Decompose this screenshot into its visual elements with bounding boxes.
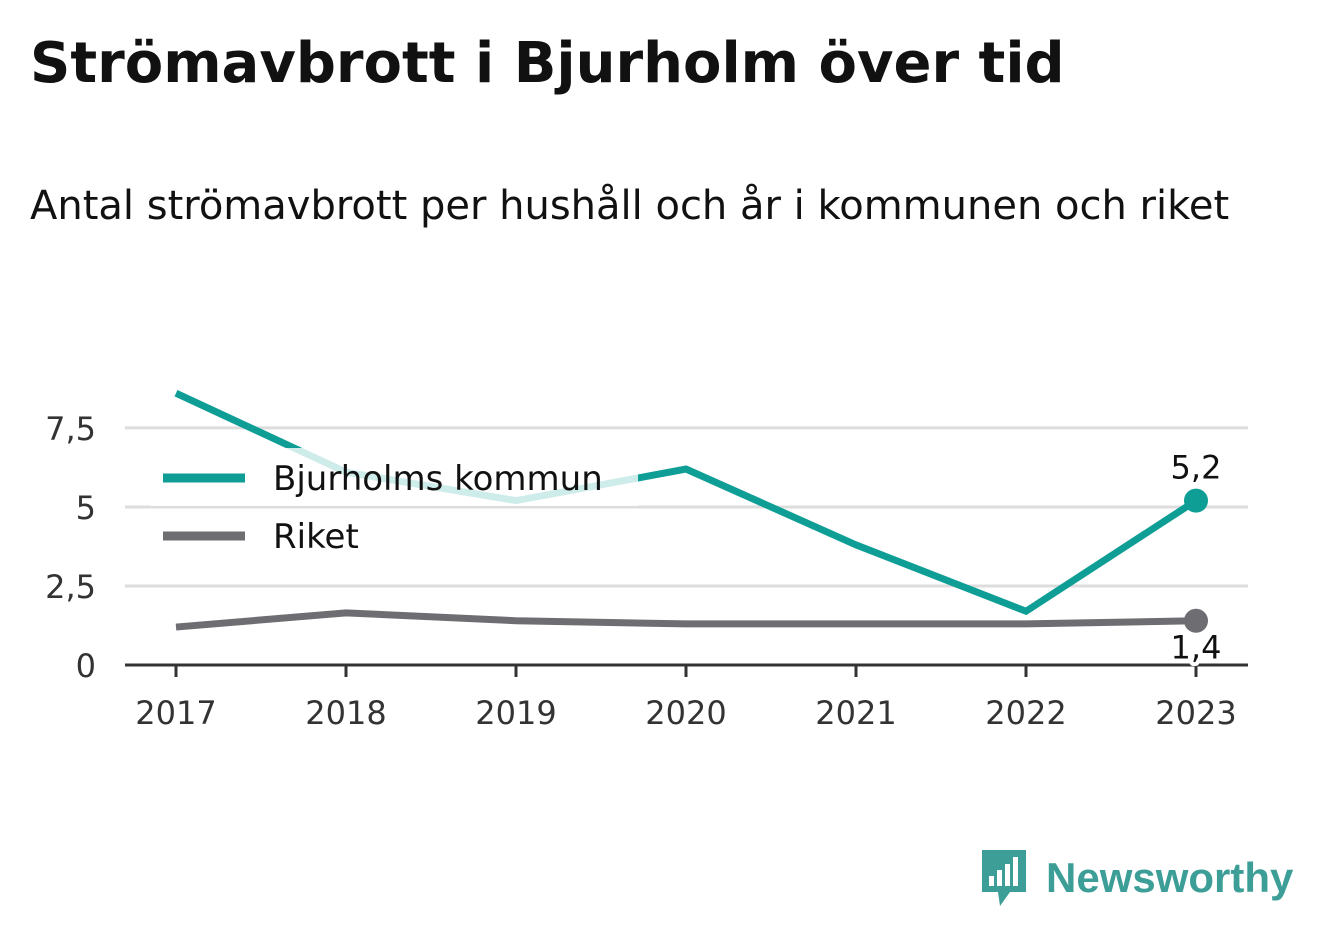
data-label: 1,4 [1171,629,1222,667]
brand-name: Newsworthy [1046,854,1294,901]
legend-label: Bjurholms kommun [273,459,603,499]
newsworthy-logo: Newsworthy [980,848,1293,908]
x-tick-label: 2022 [985,694,1066,732]
chart-subtitle: Antal strömavbrott per hushåll och år i … [30,183,1230,229]
y-tick-label: 0 [76,647,96,685]
x-tick-label: 2023 [1155,694,1236,732]
y-tick-label: 2,5 [45,568,96,606]
chart-title: Strömavbrott i Bjurholm över tid [30,31,1065,96]
x-tick-label: 2019 [475,694,556,732]
legend-label: Riket [273,517,359,557]
newsworthy-logo-icon [982,850,1026,906]
x-tick-label: 2018 [305,694,386,732]
y-tick-label: 7,5 [45,410,96,448]
series-line-riket [175,609,1197,631]
x-tick-label: 2020 [645,694,726,732]
end-point-marker [1184,608,1208,633]
x-tick-label: 2021 [815,694,896,732]
y-tick-label: 5 [76,489,96,527]
x-tick-label: 2017 [135,694,216,732]
end-point-marker [1184,488,1208,513]
data-label: 5,2 [1171,449,1222,487]
